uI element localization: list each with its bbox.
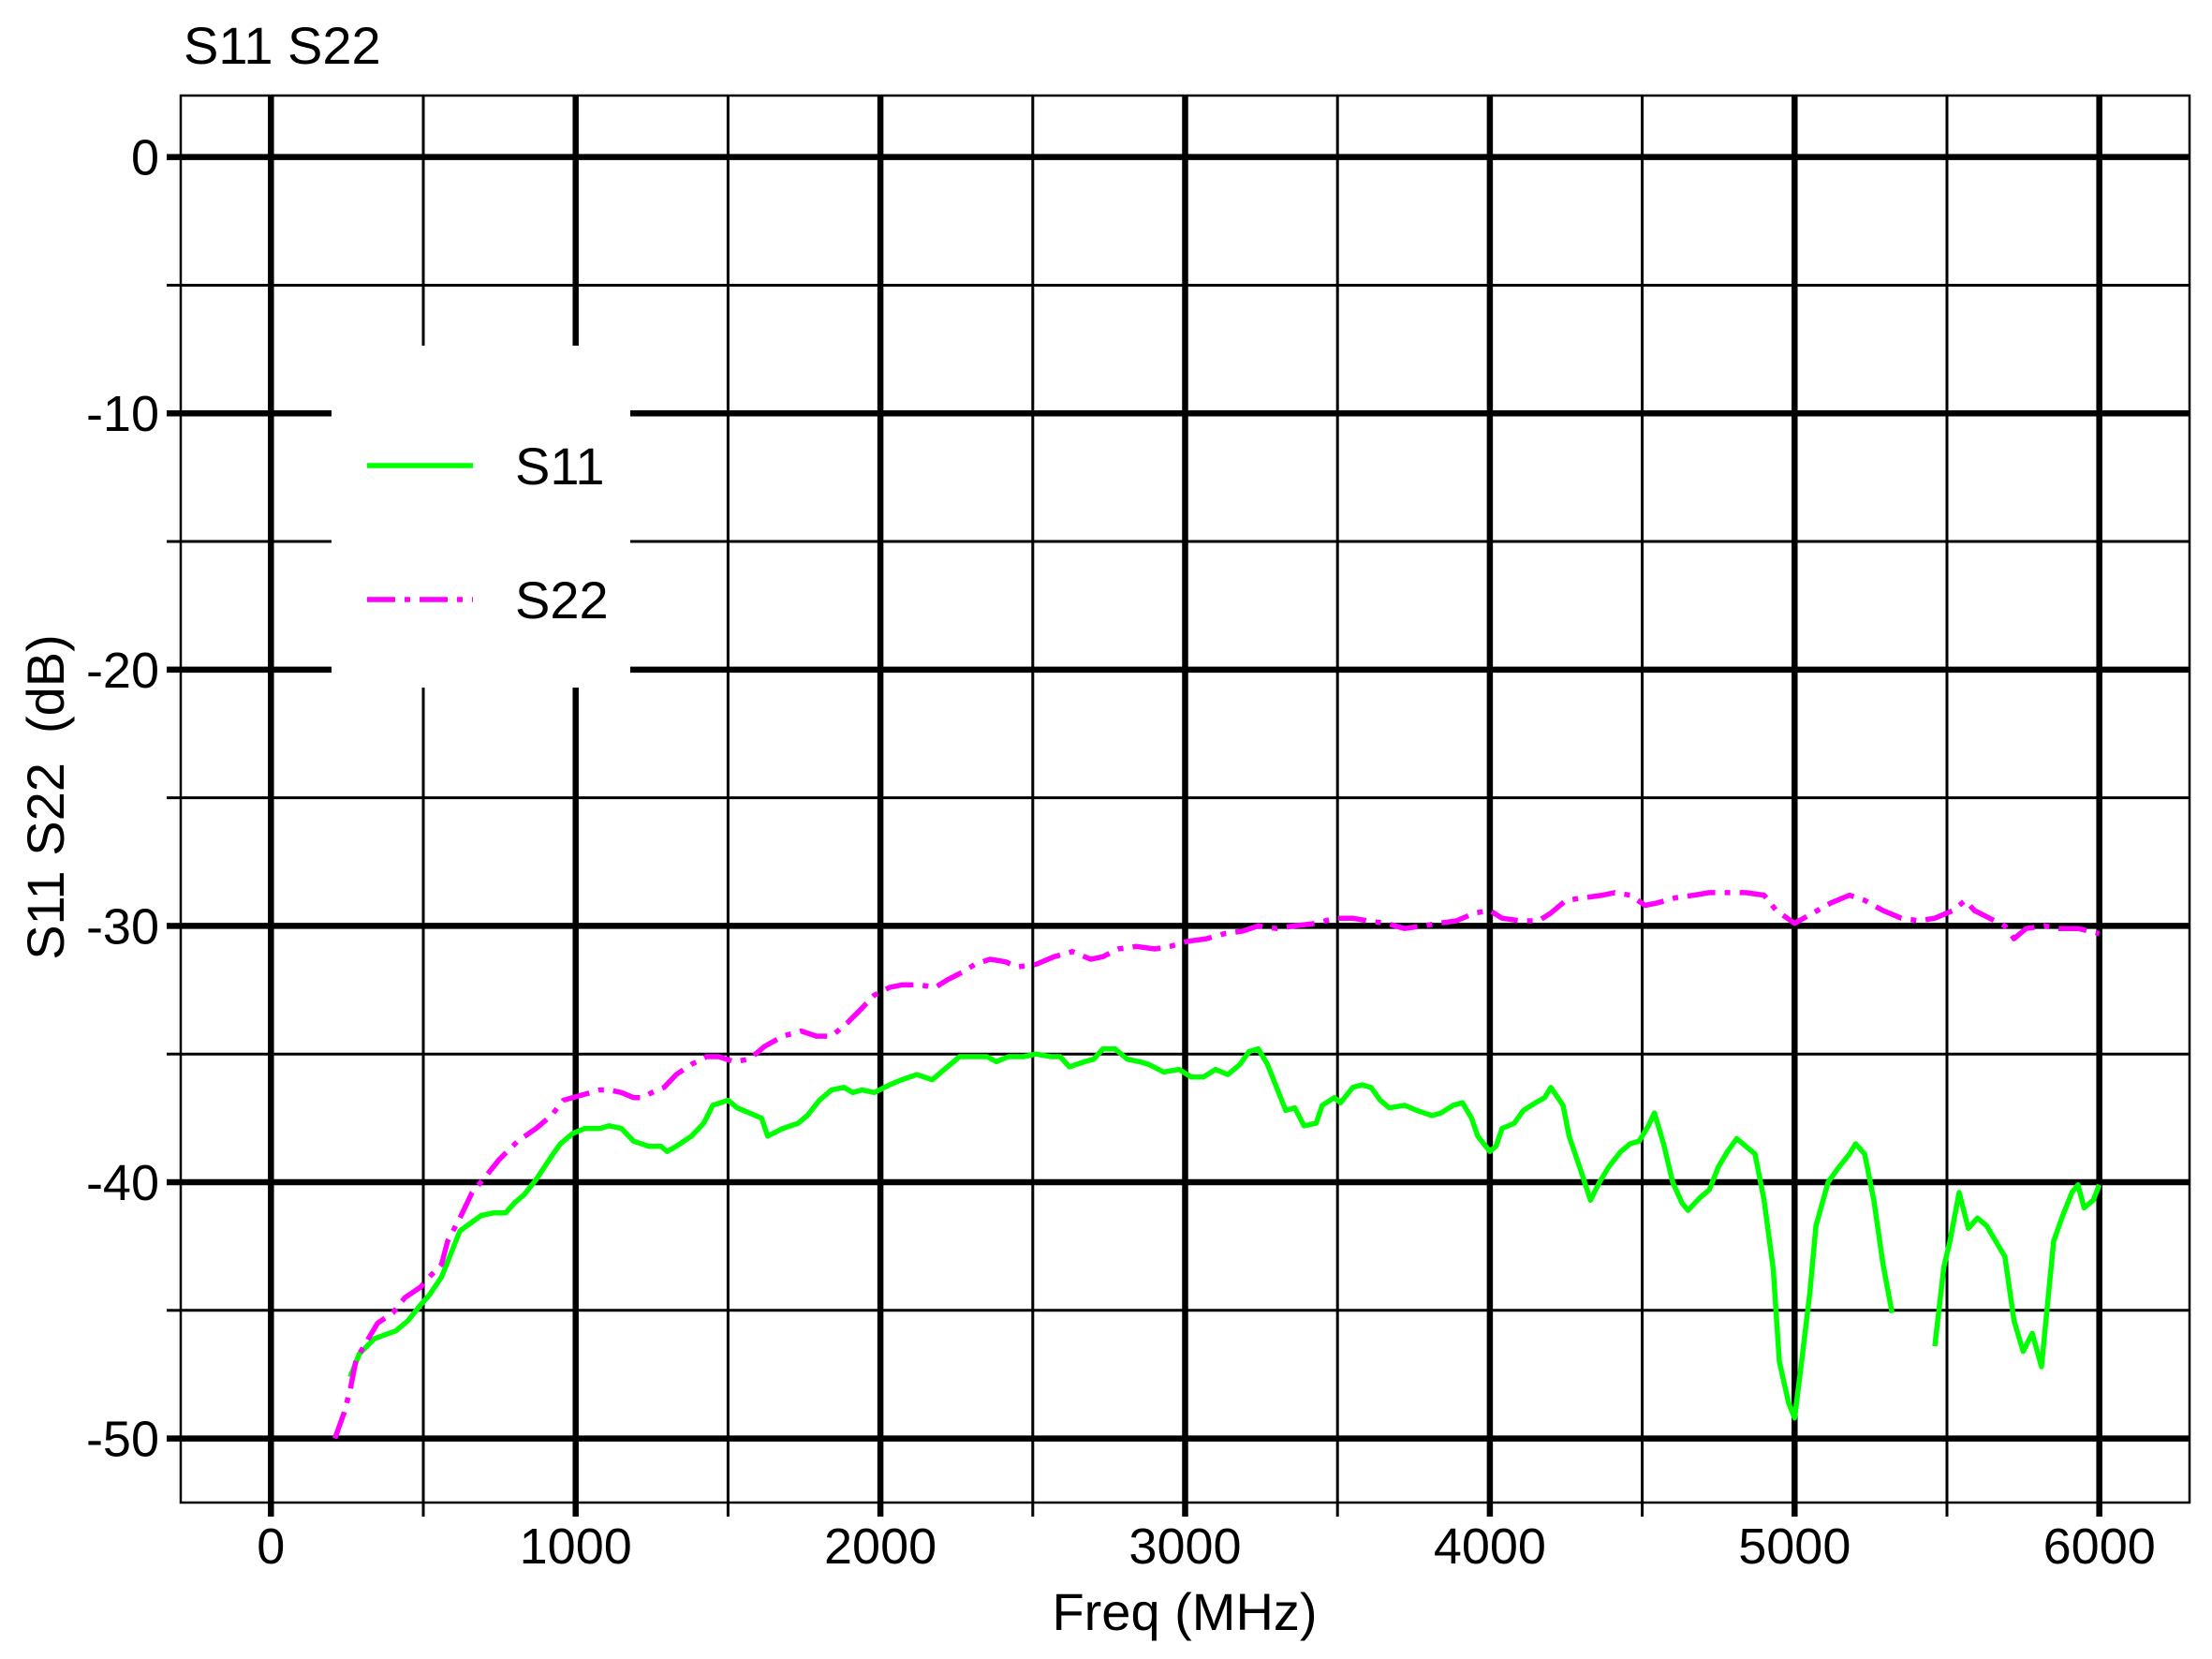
legend-label-s22: S22 (515, 570, 609, 630)
x-tick-labels: 0 1000 2000 3000 4000 5000 6000 (257, 1518, 2155, 1575)
y-tick-label: -10 (86, 386, 159, 442)
x-tick-label: 2000 (824, 1518, 936, 1575)
axis-ticks (167, 154, 2102, 1517)
legend: S11 S22 (332, 346, 630, 688)
x-tick-label: 0 (257, 1518, 285, 1575)
y-tick-label: -20 (86, 643, 159, 699)
x-tick-label: 5000 (1738, 1518, 1851, 1575)
x-axis-label: Freq (MHz) (1052, 1582, 1317, 1641)
y-tick-label: -50 (86, 1412, 159, 1468)
y-axis-label: S11 S22 (dB) (16, 634, 75, 960)
y-tick-label: -40 (86, 1155, 159, 1211)
x-tick-label: 4000 (1434, 1518, 1546, 1575)
y-tick-labels: 0 -10 -20 -30 -40 -50 (86, 130, 159, 1468)
y-tick-label: 0 (131, 130, 159, 186)
x-tick-label: 3000 (1128, 1518, 1241, 1575)
x-tick-label: 6000 (2043, 1518, 2156, 1575)
series-line-s11 (347, 1045, 2102, 1421)
grid (181, 96, 2190, 1503)
data-series (332, 890, 2102, 1440)
legend-label-s11: S11 (515, 437, 604, 496)
series-line-s22 (332, 890, 2101, 1440)
legend-box (332, 346, 630, 688)
plot-border (179, 94, 2191, 1504)
y-tick-label: -30 (86, 898, 159, 955)
chart-title: S11 S22 (184, 16, 381, 75)
x-tick-label: 1000 (520, 1518, 632, 1575)
